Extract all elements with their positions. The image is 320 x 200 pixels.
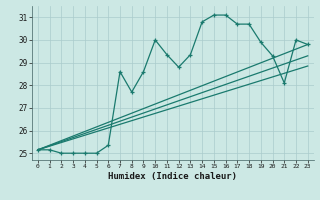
- X-axis label: Humidex (Indice chaleur): Humidex (Indice chaleur): [108, 172, 237, 181]
